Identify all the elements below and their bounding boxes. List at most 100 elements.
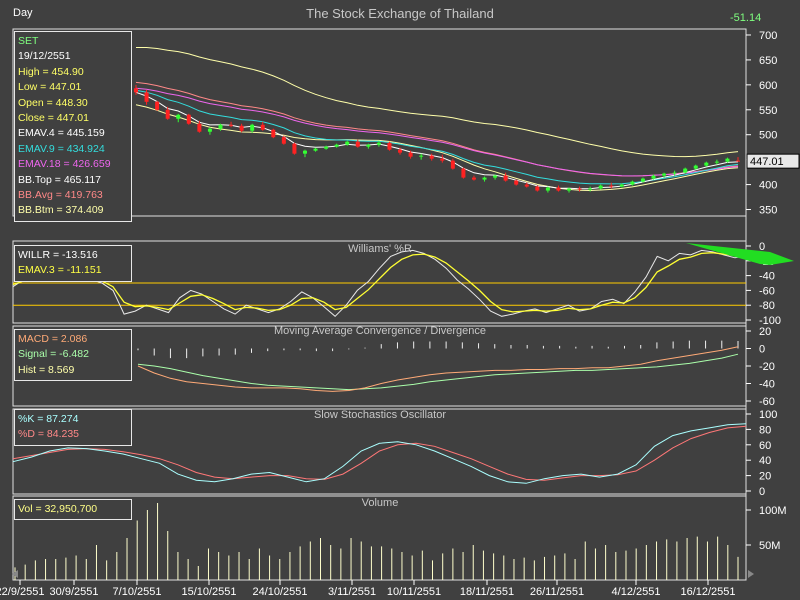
volume-title: Volume <box>361 497 399 509</box>
legend-hist: Hist = 8.569 <box>18 363 75 376</box>
price-tick-label: 600 <box>759 80 777 92</box>
candle-body <box>387 142 392 150</box>
candle-body <box>134 88 138 93</box>
stoch-tick-label: 60 <box>759 440 771 452</box>
stoch-tick-label: 20 <box>759 471 771 483</box>
stoch-title: Slow Stochastics Oscillator <box>313 409 447 421</box>
price-tick-label: 650 <box>759 55 777 67</box>
candle-body <box>218 124 223 129</box>
date-tick-label: 24/10/2551 <box>252 586 307 598</box>
macd-tick-label: -60 <box>759 396 775 408</box>
candle-body <box>482 177 487 180</box>
price-legend: SET 19/12/2551 High = 454.90 Low = 447.0… <box>14 31 132 222</box>
volume-legend: Vol = 32,950,700 <box>14 499 132 521</box>
period-label[interactable]: Day <box>13 7 33 19</box>
williams-r-line <box>12 249 747 317</box>
candle-body <box>186 114 191 124</box>
candle-body <box>324 146 329 149</box>
date-tick-label: 22/9/2551 <box>0 586 44 598</box>
date-tick-label: 10/11/2551 <box>387 586 441 598</box>
legend-symbol: SET <box>18 35 39 47</box>
williams-tick-label: -60 <box>759 285 775 297</box>
date-tick-label: 4/12/2551 <box>612 586 661 598</box>
candle-body <box>461 168 466 178</box>
candle-body <box>144 92 149 102</box>
macd-tick-label: 20 <box>759 326 771 338</box>
date-tick-label: 30/9/2551 <box>50 586 99 598</box>
candle-body <box>535 186 540 191</box>
candle-body <box>619 184 624 187</box>
candle-body <box>408 152 413 157</box>
legend-signal: Signal = -6.482 <box>18 348 89 361</box>
candle-body <box>651 175 656 179</box>
candle-body <box>567 188 572 191</box>
candle-body <box>693 165 698 169</box>
price-tick-label: 700 <box>759 30 777 42</box>
trend-arrow <box>686 243 794 265</box>
legend-k: %K = 87.274 <box>18 413 79 425</box>
legend-ema4: EMAV.4 = 445.159 <box>18 127 105 140</box>
candle-body <box>598 185 603 189</box>
bollinger-top-line <box>136 47 739 158</box>
williams-tick-label: 0 <box>759 241 765 253</box>
legend-ema18: EMAV.18 = 426.659 <box>18 158 111 171</box>
volume-tick-label: 50M <box>759 540 780 552</box>
legend-open: Open = 448.30 <box>18 96 88 109</box>
candle-body <box>662 173 667 176</box>
candle-body <box>165 109 170 119</box>
candle-body <box>450 160 455 169</box>
williams-tick-label: -100 <box>759 315 781 327</box>
candle-body <box>630 181 635 185</box>
last-price-box <box>746 153 800 169</box>
legend-bbtop: BB.Top = 465.117 <box>18 173 101 186</box>
candle-body <box>376 142 381 145</box>
date-tick-label: 26/11/2551 <box>530 586 584 598</box>
price-tick-label: 400 <box>759 180 777 192</box>
price-tick-label: 350 <box>759 205 777 217</box>
williams-tick-label: -40 <box>759 271 775 283</box>
scroll-right-arrow <box>748 570 754 578</box>
price-tick-label: 550 <box>759 105 777 117</box>
candle-body <box>197 123 202 132</box>
candle-body <box>260 124 265 130</box>
legend-high: High = 454.90 <box>18 65 84 78</box>
legend-low: Low = 447.01 <box>18 81 82 94</box>
scroll-left-arrow <box>12 570 18 578</box>
macd-title: Moving Average Convergence / Divergence <box>274 325 486 337</box>
candle-body <box>334 144 339 147</box>
candle-body <box>355 141 360 147</box>
volume-tick-label: 100M <box>759 505 787 517</box>
stoch-tick-label: 100 <box>759 409 777 421</box>
legend-bbavg: BB.Avg = 419.763 <box>18 189 103 202</box>
candle-body <box>281 137 286 144</box>
candle-body <box>229 124 234 126</box>
candle-body <box>419 155 424 157</box>
candle-body <box>514 180 519 185</box>
williams-panel <box>12 240 747 324</box>
candle-body <box>704 162 709 166</box>
candle-body <box>239 125 244 131</box>
candle-body <box>556 187 561 191</box>
legend-close: Close = 447.01 <box>18 112 89 125</box>
date-tick-label: 16/12/2551 <box>680 586 735 598</box>
candle-body <box>672 172 677 174</box>
macd-legend: MACD = 2.086 Signal = -6.482 Hist = 8.56… <box>14 329 132 382</box>
williams-title: Williams' %R <box>348 243 412 255</box>
ema9-line <box>135 89 739 185</box>
macd-line <box>137 346 739 392</box>
candle-body <box>398 149 403 153</box>
candle-body <box>155 101 160 110</box>
stoch-d-line <box>12 425 747 481</box>
candle-body <box>683 168 688 173</box>
candle-body <box>471 177 476 180</box>
candle-body <box>714 161 719 163</box>
macd-tick-label: -20 <box>759 361 775 373</box>
change-value: -51.14 <box>730 12 762 24</box>
volume-panel <box>12 495 747 581</box>
williams-ema-line <box>12 252 747 313</box>
macd-tick-label: -40 <box>759 379 775 391</box>
date-tick-label: 18/11/2551 <box>460 586 514 598</box>
candle-body <box>545 187 550 191</box>
candle-body <box>207 128 212 132</box>
